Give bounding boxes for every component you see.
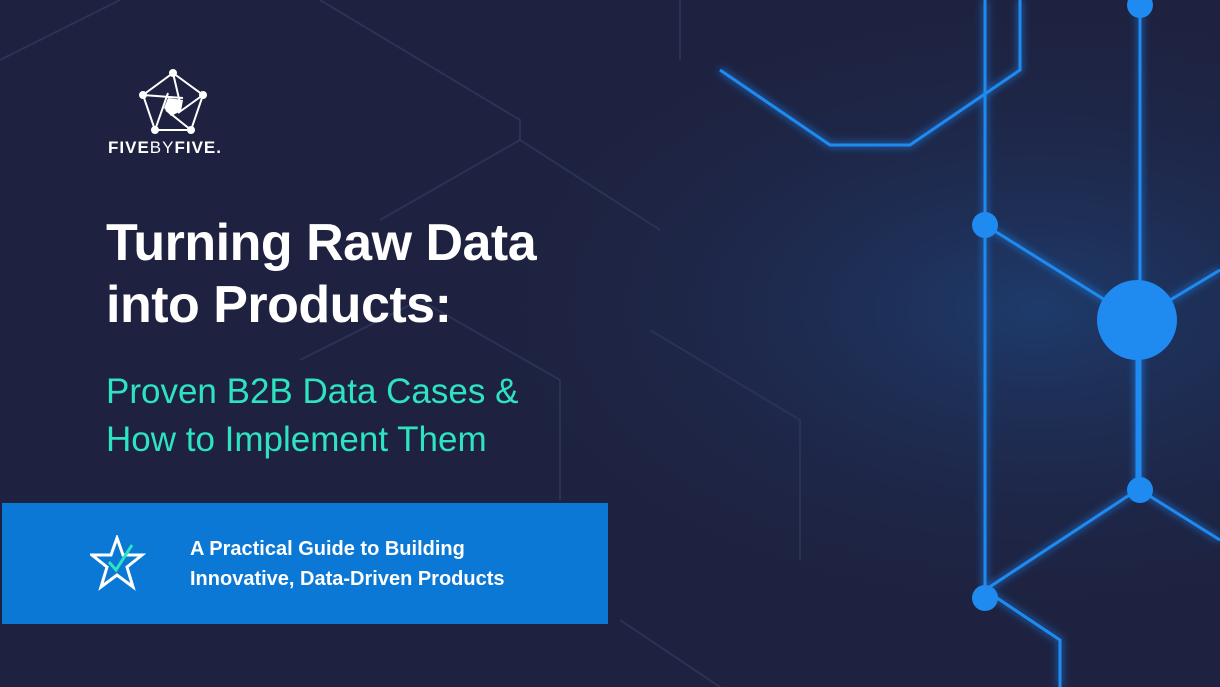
brand-part: FIVE — [108, 138, 150, 157]
brand-logo: FIVEBYFIVE. — [108, 68, 238, 158]
brand-part: BY — [149, 138, 175, 157]
brand-part: FIVE — [174, 138, 217, 157]
page-title: Turning Raw Data into Products: — [106, 212, 537, 336]
banner-line: Innovative, Data-Driven Products — [190, 568, 505, 590]
brand-name: FIVEBYFIVE. — [108, 138, 238, 158]
banner-line: A Practical Guide to Building — [190, 538, 465, 560]
title-line: into Products: — [106, 276, 452, 334]
subtitle-line: How to Implement Them — [106, 420, 487, 459]
subtitle-line: Proven B2B Data Cases & — [106, 372, 519, 411]
title-line: Turning Raw Data — [106, 214, 537, 272]
guide-banner: A Practical Guide to Building Innovative… — [2, 503, 608, 624]
brand-part: . — [216, 138, 223, 157]
subtitle: Proven B2B Data Cases & How to Implement… — [106, 368, 518, 464]
star-check-icon — [90, 535, 147, 591]
pentagon-logo-icon — [139, 69, 207, 134]
